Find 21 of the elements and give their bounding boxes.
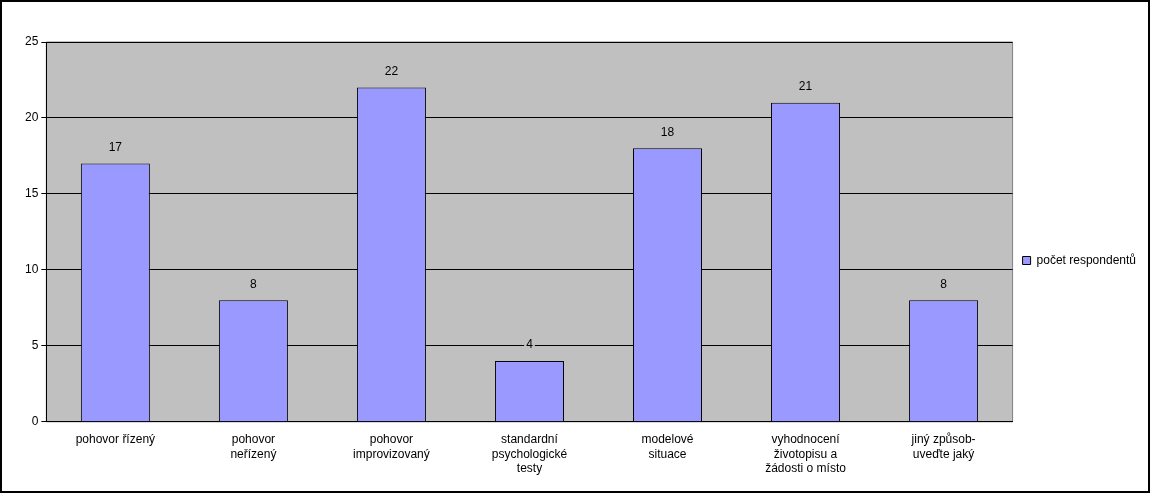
data-label: 17 bbox=[108, 139, 123, 154]
x-tick-label: standardní psychologické testy bbox=[491, 432, 568, 476]
y-tick-label: 0 bbox=[31, 414, 39, 429]
x-tick-label: vyhodnocení životopisu a žádosti o místo bbox=[765, 432, 847, 476]
data-label: 21 bbox=[798, 79, 813, 94]
y-tick-label: 10 bbox=[24, 262, 39, 277]
data-label: 18 bbox=[660, 124, 675, 139]
x-tick-label: modelové situace bbox=[641, 432, 694, 461]
data-label: 4 bbox=[526, 337, 534, 352]
data-label: 22 bbox=[384, 63, 399, 78]
x-tick-label: pohovor řízený bbox=[75, 432, 156, 447]
x-tick-label: pohovor neřízený bbox=[230, 432, 277, 461]
x-tick-label: pohovor improvizovaný bbox=[353, 432, 430, 461]
y-tick-label: 25 bbox=[24, 34, 39, 49]
data-label: 8 bbox=[250, 276, 258, 291]
legend-label: počet respondentů bbox=[1036, 252, 1137, 267]
y-tick-label: 15 bbox=[24, 186, 39, 201]
x-tick-label: jiný způsob-uveďte jaký bbox=[910, 432, 976, 461]
data-label: 8 bbox=[940, 276, 948, 291]
y-tick-label: 5 bbox=[31, 338, 39, 353]
y-tick-label: 20 bbox=[24, 110, 39, 125]
